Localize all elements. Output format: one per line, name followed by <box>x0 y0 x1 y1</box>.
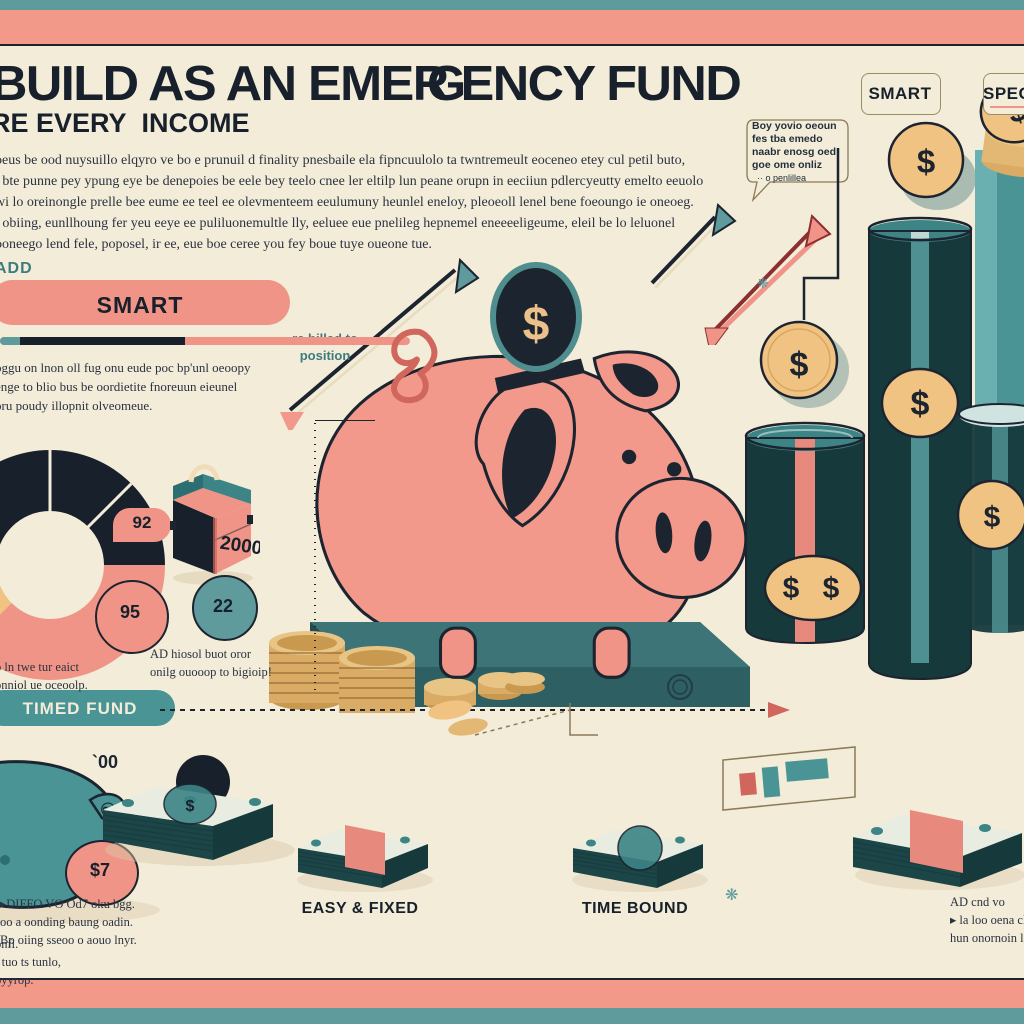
svg-text:$: $ <box>186 798 195 815</box>
svg-text:$: $ <box>984 501 1001 534</box>
svg-text:$: $ <box>911 385 930 423</box>
svg-text:$: $ <box>783 572 800 605</box>
svg-text:$: $ <box>823 572 840 605</box>
svg-text:$: $ <box>917 143 935 180</box>
svg-text:$: $ <box>790 346 809 384</box>
